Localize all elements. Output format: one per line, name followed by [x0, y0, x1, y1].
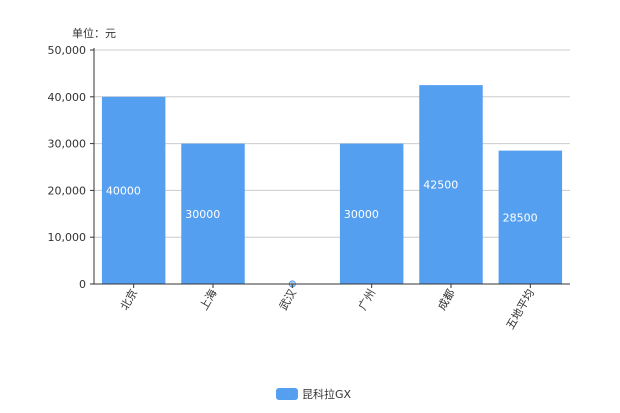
x-tick-label: 五地平均 — [504, 287, 537, 332]
bar-value-label: 40000 — [106, 184, 141, 197]
x-axis-ticks: 北京 上海 武汉 广州 成都 五地平均 — [117, 284, 537, 332]
bar-value-label: 30000 — [344, 208, 379, 221]
y-tick-label: 20,000 — [48, 184, 87, 197]
y-tick-label: 30,000 — [48, 138, 87, 151]
x-tick-label: 北京 — [117, 287, 140, 313]
x-tick-label: 成都 — [435, 287, 457, 313]
grid-lines — [94, 49, 570, 238]
bar[interactable] — [101, 96, 166, 284]
bar-value-label: 30000 — [185, 208, 220, 221]
bar[interactable] — [419, 85, 483, 284]
bars — [101, 85, 563, 288]
x-tick-label: 广州 — [356, 287, 378, 313]
bar-value-labels: 40000300000300004250028500 — [106, 179, 538, 289]
y-tick-label: 0 — [79, 278, 86, 291]
x-tick-label: 武汉 — [277, 287, 299, 313]
y-tick-label: 10,000 — [48, 231, 87, 244]
y-axis-ticks: 0 10,000 20,000 30,000 40,000 50,000 — [48, 44, 94, 291]
legend[interactable]: 昆科拉GX — [276, 387, 352, 401]
legend-swatch — [276, 388, 298, 400]
y-tick-label: 50,000 — [48, 44, 87, 57]
bar[interactable] — [498, 150, 563, 284]
x-tick-label: 上海 — [196, 287, 219, 313]
bar[interactable] — [339, 143, 404, 284]
legend-label: 昆科拉GX — [302, 387, 352, 401]
y-tick-label: 40,000 — [48, 91, 87, 104]
bar-value-label: 42500 — [423, 179, 458, 192]
axes — [93, 48, 570, 285]
y-axis-unit-label: 单位：元 — [72, 26, 116, 40]
bar[interactable] — [181, 143, 245, 284]
bar-value-label: 28500 — [503, 211, 538, 224]
